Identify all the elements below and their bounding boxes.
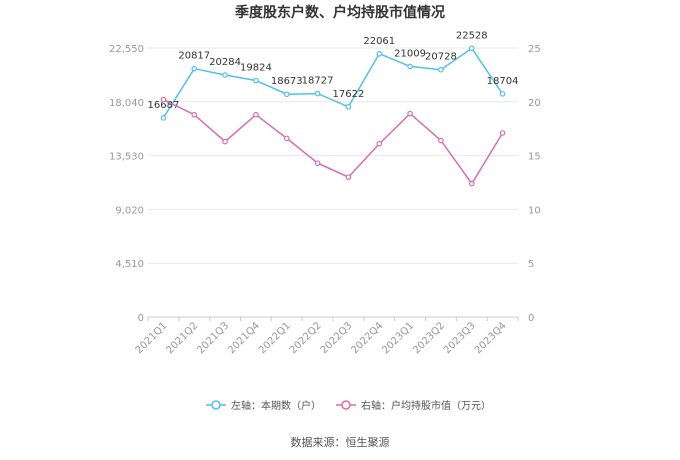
- data-point[interactable]: [438, 137, 444, 144]
- left-tick-label: 0: [138, 313, 144, 324]
- legend-marker-right: [341, 400, 351, 410]
- x-tick-label: 2021Q3: [195, 320, 231, 356]
- data-point[interactable]: [314, 90, 321, 97]
- x-axis: 2021Q12021Q22021Q32021Q42022Q12022Q22022…: [134, 316, 519, 356]
- x-tick-label: 2022Q1: [257, 320, 293, 356]
- legend-item-right[interactable]: 右轴：户均持股市值（万元）: [336, 399, 491, 412]
- legend-marker-left: [211, 400, 221, 410]
- data-label: 18673: [271, 76, 303, 87]
- left-tick-label: 13,530: [109, 152, 144, 163]
- x-tick-label: 2023Q2: [411, 320, 447, 356]
- data-label: 20817: [178, 51, 210, 62]
- x-tick-label: 2022Q3: [319, 320, 355, 356]
- x-tick-label: 2023Q1: [380, 320, 416, 356]
- right-tick-label: 15: [528, 152, 541, 163]
- data-point[interactable]: [283, 91, 290, 98]
- right-tick-label: 0: [528, 313, 534, 324]
- legend-item-left[interactable]: 左轴：本期数（户）: [206, 399, 321, 412]
- x-tick-label: 2022Q4: [350, 320, 386, 356]
- right-tick-label: 10: [528, 205, 541, 216]
- legend[interactable]: 左轴：本期数（户） 右轴：户均持股市值（万元）: [206, 399, 491, 412]
- data-label: 18727: [302, 76, 334, 87]
- data-point[interactable]: [499, 130, 506, 136]
- x-tick-label: 2021Q1: [134, 320, 170, 356]
- data-label: 22528: [456, 30, 488, 41]
- data-point[interactable]: [376, 51, 383, 57]
- chart-title: 季度股东户数、户均持股市值情况: [234, 4, 445, 21]
- data-point[interactable]: [407, 110, 413, 117]
- data-label: 21009: [394, 48, 426, 59]
- data-source: 数据来源：恒生聚源: [291, 435, 390, 449]
- data-point[interactable]: [191, 111, 198, 118]
- data-point[interactable]: [345, 174, 352, 180]
- data-point[interactable]: [376, 140, 383, 147]
- series-line-left: [162, 47, 504, 119]
- legend-label-right: 右轴：户均持股市值（万元）: [361, 399, 491, 412]
- data-point[interactable]: [468, 180, 475, 187]
- x-tick-label: 2021Q4: [226, 320, 262, 356]
- data-point[interactable]: [314, 160, 321, 166]
- data-point[interactable]: [222, 138, 228, 145]
- data-point[interactable]: [253, 77, 259, 84]
- data-label: 22061: [363, 36, 395, 47]
- data-label: 19824: [240, 63, 272, 74]
- right-tick-label: 20: [528, 98, 541, 109]
- x-tick-label: 2022Q2: [288, 320, 324, 356]
- x-tick-label: 2023Q4: [473, 320, 509, 356]
- data-label: 20284: [209, 57, 241, 68]
- left-tick-label: 22,550: [109, 44, 144, 55]
- data-label: 17622: [333, 89, 365, 100]
- data-point[interactable]: [283, 135, 290, 142]
- data-point[interactable]: [438, 66, 444, 73]
- left-tick-label: 18,040: [109, 98, 144, 109]
- data-point[interactable]: [160, 96, 167, 103]
- right-axis: 0 5 10 15 20 25: [528, 44, 541, 324]
- right-tick-label: 5: [528, 259, 534, 270]
- x-tick-label: 2023Q3: [442, 320, 478, 356]
- data-point[interactable]: [222, 72, 228, 78]
- data-label: 20728: [425, 52, 457, 63]
- data-point[interactable]: [345, 103, 352, 110]
- right-tick-label: 25: [528, 44, 541, 55]
- series-right: [160, 96, 506, 187]
- data-point[interactable]: [160, 115, 167, 121]
- left-axis: 0 4,510 9,020 13,530 18,040 22,550: [109, 44, 144, 324]
- left-tick-label: 9,020: [115, 205, 144, 216]
- left-tick-label: 4,510: [115, 259, 144, 270]
- data-point[interactable]: [253, 111, 259, 118]
- data-point[interactable]: [468, 45, 475, 52]
- x-tick-label: 2021Q2: [165, 320, 201, 356]
- data-point[interactable]: [499, 91, 506, 97]
- series-line-right: [163, 98, 504, 185]
- data-label: 18704: [487, 76, 519, 87]
- data-label: 16687: [148, 100, 180, 111]
- data-point[interactable]: [191, 65, 198, 72]
- data-point[interactable]: [407, 63, 413, 70]
- legend-label-left: 左轴：本期数（户）: [231, 399, 321, 412]
